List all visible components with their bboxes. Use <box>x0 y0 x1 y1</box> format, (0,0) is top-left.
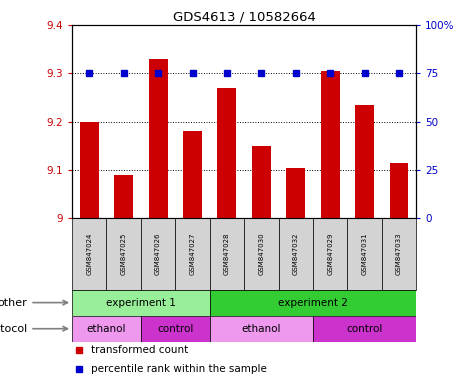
Bar <box>244 218 279 290</box>
Text: GSM847027: GSM847027 <box>190 233 195 275</box>
Bar <box>183 131 202 218</box>
Bar <box>80 122 99 218</box>
Text: experiment 2: experiment 2 <box>278 298 348 308</box>
Text: control: control <box>346 324 383 334</box>
Bar <box>149 59 167 218</box>
Bar <box>218 88 236 218</box>
Bar <box>286 168 305 218</box>
Bar <box>210 218 244 290</box>
Bar <box>390 163 408 218</box>
Title: GDS4613 / 10582664: GDS4613 / 10582664 <box>173 11 316 24</box>
Bar <box>72 290 210 316</box>
Text: control: control <box>157 324 193 334</box>
Text: GSM847025: GSM847025 <box>121 233 126 275</box>
Text: percentile rank within the sample: percentile rank within the sample <box>91 364 267 374</box>
Bar <box>210 290 416 316</box>
Text: GSM847029: GSM847029 <box>327 233 333 275</box>
Text: experiment 1: experiment 1 <box>106 298 176 308</box>
Text: GSM847031: GSM847031 <box>362 233 367 275</box>
Bar <box>106 218 141 290</box>
Bar <box>347 218 382 290</box>
Bar <box>210 316 313 342</box>
Bar <box>313 316 416 342</box>
Bar <box>313 218 347 290</box>
Bar <box>72 218 106 290</box>
Text: ethanol: ethanol <box>242 324 281 334</box>
Bar <box>114 175 133 218</box>
Text: GSM847032: GSM847032 <box>293 233 299 275</box>
Text: GSM847028: GSM847028 <box>224 233 230 275</box>
Text: GSM847026: GSM847026 <box>155 233 161 275</box>
Bar <box>279 218 313 290</box>
Text: GSM847033: GSM847033 <box>396 233 402 275</box>
Bar <box>141 218 175 290</box>
Bar <box>321 71 339 218</box>
Text: GSM847030: GSM847030 <box>259 233 264 275</box>
Text: ethanol: ethanol <box>87 324 126 334</box>
Bar <box>355 105 374 218</box>
Bar <box>175 218 210 290</box>
Text: protocol: protocol <box>0 324 67 334</box>
Bar <box>141 316 210 342</box>
Bar <box>382 218 416 290</box>
Text: transformed count: transformed count <box>91 345 188 355</box>
Bar <box>252 146 271 218</box>
Bar <box>72 316 141 342</box>
Text: other: other <box>0 298 67 308</box>
Text: GSM847024: GSM847024 <box>86 233 92 275</box>
